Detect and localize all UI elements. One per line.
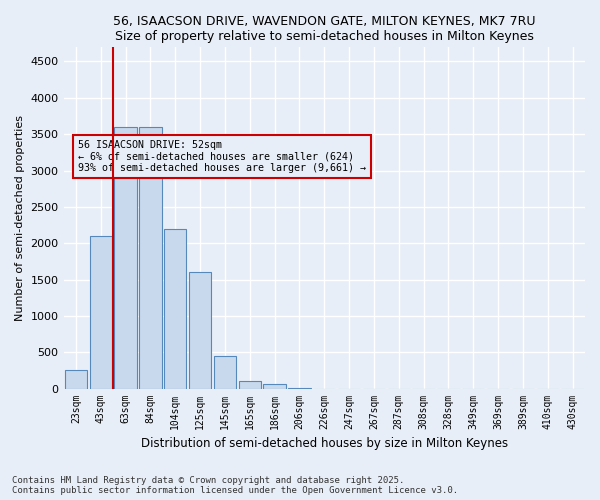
Bar	[65, 370, 87, 388]
Y-axis label: Number of semi-detached properties: Number of semi-detached properties	[15, 115, 25, 321]
Title: 56, ISAACSON DRIVE, WAVENDON GATE, MILTON KEYNES, MK7 7RU
Size of property relat: 56, ISAACSON DRIVE, WAVENDON GATE, MILTO…	[113, 15, 536, 43]
X-axis label: Distribution of semi-detached houses by size in Milton Keynes: Distribution of semi-detached houses by …	[141, 437, 508, 450]
Text: 56 ISAACSON DRIVE: 52sqm
← 6% of semi-detached houses are smaller (624)
93% of s: 56 ISAACSON DRIVE: 52sqm ← 6% of semi-de…	[78, 140, 366, 173]
Bar	[263, 384, 286, 388]
Bar	[214, 356, 236, 388]
Text: Contains HM Land Registry data © Crown copyright and database right 2025.
Contai: Contains HM Land Registry data © Crown c…	[12, 476, 458, 495]
Bar	[164, 228, 187, 388]
Bar	[139, 127, 161, 388]
Bar	[189, 272, 211, 388]
Bar	[239, 382, 261, 388]
Bar	[115, 127, 137, 388]
Bar	[89, 236, 112, 388]
